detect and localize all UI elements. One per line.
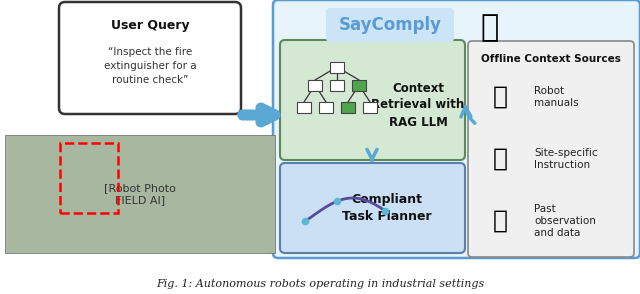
Text: SayComply: SayComply [339, 16, 442, 34]
Bar [60, 143, 118, 213]
FancyBboxPatch shape [59, 2, 241, 114]
Text: 📣: 📣 [493, 147, 508, 171]
FancyBboxPatch shape [297, 102, 311, 113]
Text: 📗: 📗 [493, 85, 508, 109]
FancyBboxPatch shape [341, 102, 355, 113]
FancyBboxPatch shape [280, 163, 465, 253]
Text: 📍: 📍 [493, 209, 508, 233]
Text: Fig. 1: Autonomous robots operating in industrial settings: Fig. 1: Autonomous robots operating in i… [156, 279, 484, 289]
FancyBboxPatch shape [352, 80, 366, 91]
Text: Past
observation
and data: Past observation and data [534, 204, 596, 238]
FancyBboxPatch shape [330, 62, 344, 73]
Bar [5, 135, 275, 253]
Text: Robot
manuals: Robot manuals [534, 86, 579, 108]
FancyBboxPatch shape [273, 0, 640, 258]
FancyBboxPatch shape [330, 80, 344, 91]
Text: “Inspect the fire
extinguisher for a
routine check”: “Inspect the fire extinguisher for a rou… [104, 47, 196, 85]
FancyBboxPatch shape [363, 102, 377, 113]
FancyBboxPatch shape [319, 102, 333, 113]
Text: User Query: User Query [111, 19, 189, 33]
FancyBboxPatch shape [326, 8, 454, 42]
Text: Offline Context Sources: Offline Context Sources [481, 54, 621, 64]
Text: Site-specific
Instruction: Site-specific Instruction [534, 148, 598, 170]
Text: Context
Retrieval with
RAG LLM: Context Retrieval with RAG LLM [371, 81, 465, 128]
FancyBboxPatch shape [308, 80, 322, 91]
Text: 👷: 👷 [481, 14, 499, 43]
Text: [Robot Photo
FIELD AI]: [Robot Photo FIELD AI] [104, 183, 176, 205]
FancyBboxPatch shape [468, 41, 634, 257]
Text: Compliant
Task Planner: Compliant Task Planner [342, 193, 432, 223]
FancyBboxPatch shape [280, 40, 465, 160]
